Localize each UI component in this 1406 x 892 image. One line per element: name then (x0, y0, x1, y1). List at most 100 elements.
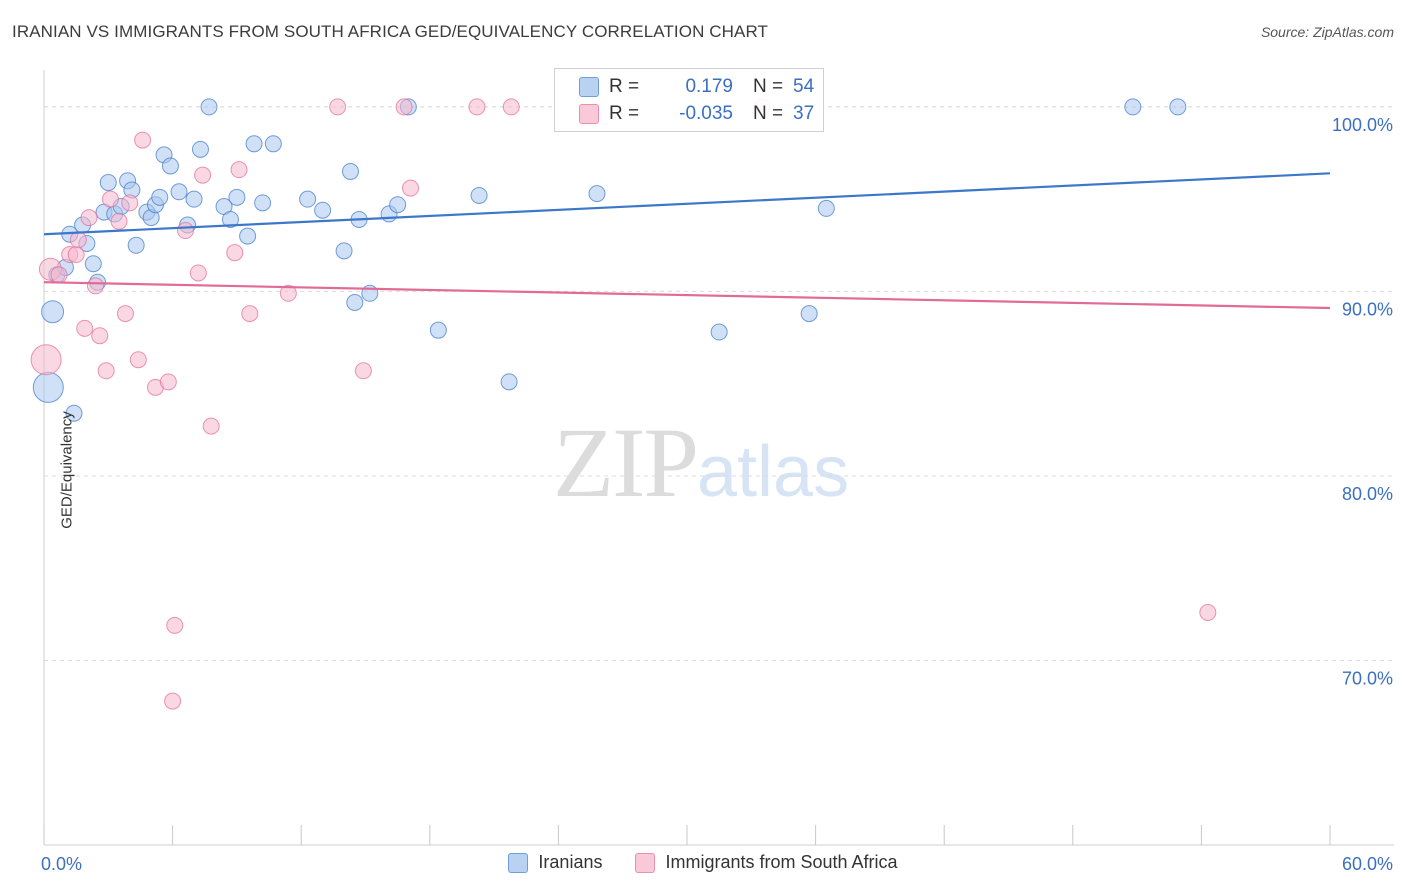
south-africa-point (189, 264, 207, 282)
iranians-point (800, 305, 818, 323)
south-africa-point (279, 284, 297, 302)
iranians-point (32, 371, 64, 403)
south-africa-point (86, 277, 104, 295)
iranians-point (588, 185, 606, 203)
y-tick-label: 70.0% (1342, 668, 1393, 688)
iranians-point (264, 135, 282, 153)
legend-r-key: R = (609, 76, 640, 97)
iranians-point (389, 196, 407, 214)
south-africa-point (69, 231, 87, 249)
iranians-point (817, 199, 835, 217)
legend-r-key: R = (609, 103, 640, 124)
iranians-point (65, 404, 83, 422)
legend-swatch-blue (579, 77, 599, 97)
iranians-point (429, 321, 447, 339)
south-africa-point (101, 190, 119, 208)
iranians-point (245, 135, 263, 153)
watermark: ZIPatlas (553, 405, 849, 520)
south-africa-point (97, 362, 115, 380)
y-tick-label: 80.0% (1342, 484, 1393, 504)
south-africa-point (166, 616, 184, 634)
south-africa-point (354, 362, 372, 380)
iranians-point (500, 373, 518, 391)
legend-row-south-africa: R = -0.035 N = 37 (579, 102, 814, 126)
series-legend-iranians[interactable]: Iranians (508, 852, 602, 873)
south-africa-point (121, 194, 139, 212)
iranians-point (161, 157, 179, 175)
y-axis-label: GED/Equivalency (58, 411, 76, 529)
iranians-point (335, 242, 353, 260)
x-tick-label: 0.0% (41, 854, 82, 874)
south-africa-point (76, 319, 94, 337)
south-africa-point (194, 166, 212, 184)
legend-row-iranians: R = 0.179 N = 54 (579, 75, 814, 99)
series-label-south-africa: Immigrants from South Africa (665, 852, 898, 872)
south-africa-point (134, 131, 152, 149)
iranians-trend-line (43, 172, 1331, 236)
chart-title: IRANIAN VS IMMIGRANTS FROM SOUTH AFRICA … (12, 22, 769, 41)
south-africa-point (30, 344, 62, 376)
iranians-point (239, 227, 257, 245)
y-tick-label: 90.0% (1342, 299, 1393, 319)
south-africa-point (67, 246, 85, 264)
south-africa-point (230, 161, 248, 179)
south-africa-point (329, 98, 347, 116)
watermark-atlas: atlas (697, 432, 850, 512)
iranians-point (200, 98, 218, 116)
iranians-point (41, 300, 65, 324)
south-africa-point (110, 212, 128, 230)
legend-r-value: 0.179 (685, 76, 733, 97)
south-africa-point (164, 692, 182, 710)
iranians-point (185, 190, 203, 208)
south-africa-point (80, 209, 98, 227)
iranians-point (127, 236, 145, 254)
iranians-point (314, 201, 332, 219)
iranians-point (228, 188, 246, 206)
legend-n-key: N = (753, 76, 784, 97)
legend-n-key: N = (753, 103, 784, 124)
south-africa-point (159, 373, 177, 391)
series-label-iranians: Iranians (538, 852, 603, 872)
south-africa-point (50, 266, 68, 284)
x-tick-label: 60.0% (1342, 854, 1393, 874)
iranians-point (470, 186, 488, 204)
chart-source: Source: ZipAtlas.com (1260, 24, 1394, 40)
watermark-zip: ZIP (553, 407, 699, 518)
series-legend: Iranians Immigrants from South Africa (0, 852, 1406, 878)
iranians-point (341, 162, 359, 180)
iranians-point (151, 188, 169, 206)
legend-n-value: 37 (793, 103, 815, 124)
y-tick-label: 100.0% (1332, 115, 1393, 135)
south-africa-point (202, 417, 220, 435)
iranians-point (191, 140, 209, 158)
iranians-point (221, 210, 239, 228)
south-africa-point (468, 98, 486, 116)
iranians-point (299, 190, 317, 208)
iranians-point (254, 194, 272, 212)
series-legend-south-africa[interactable]: Immigrants from South Africa (635, 852, 898, 873)
iranians-point (170, 183, 188, 201)
south-africa-point (1199, 604, 1217, 621)
series-swatch-pink (635, 852, 656, 873)
south-africa-point (176, 222, 194, 240)
south-africa-point (402, 179, 420, 197)
south-africa-point (91, 327, 109, 345)
south-africa-point (502, 98, 520, 116)
south-africa-point (226, 244, 244, 262)
south-africa-point (129, 351, 147, 369)
correlation-legend: R = 0.179 N = 54 R = -0.035 N = 37 (554, 68, 824, 132)
south-africa-trend-line (43, 281, 1331, 310)
iranians-point (1169, 98, 1187, 116)
iranians-point (84, 255, 102, 273)
iranians-point (710, 323, 728, 341)
south-africa-point (116, 305, 134, 323)
legend-n-value: 54 (793, 76, 815, 97)
south-africa-point (241, 305, 259, 323)
series-swatch-blue (508, 852, 529, 873)
iranians-point (346, 294, 364, 311)
iranians-point (1124, 98, 1142, 116)
legend-r-value: -0.035 (679, 103, 733, 124)
south-africa-point (395, 98, 413, 116)
iranians-point (99, 174, 117, 192)
